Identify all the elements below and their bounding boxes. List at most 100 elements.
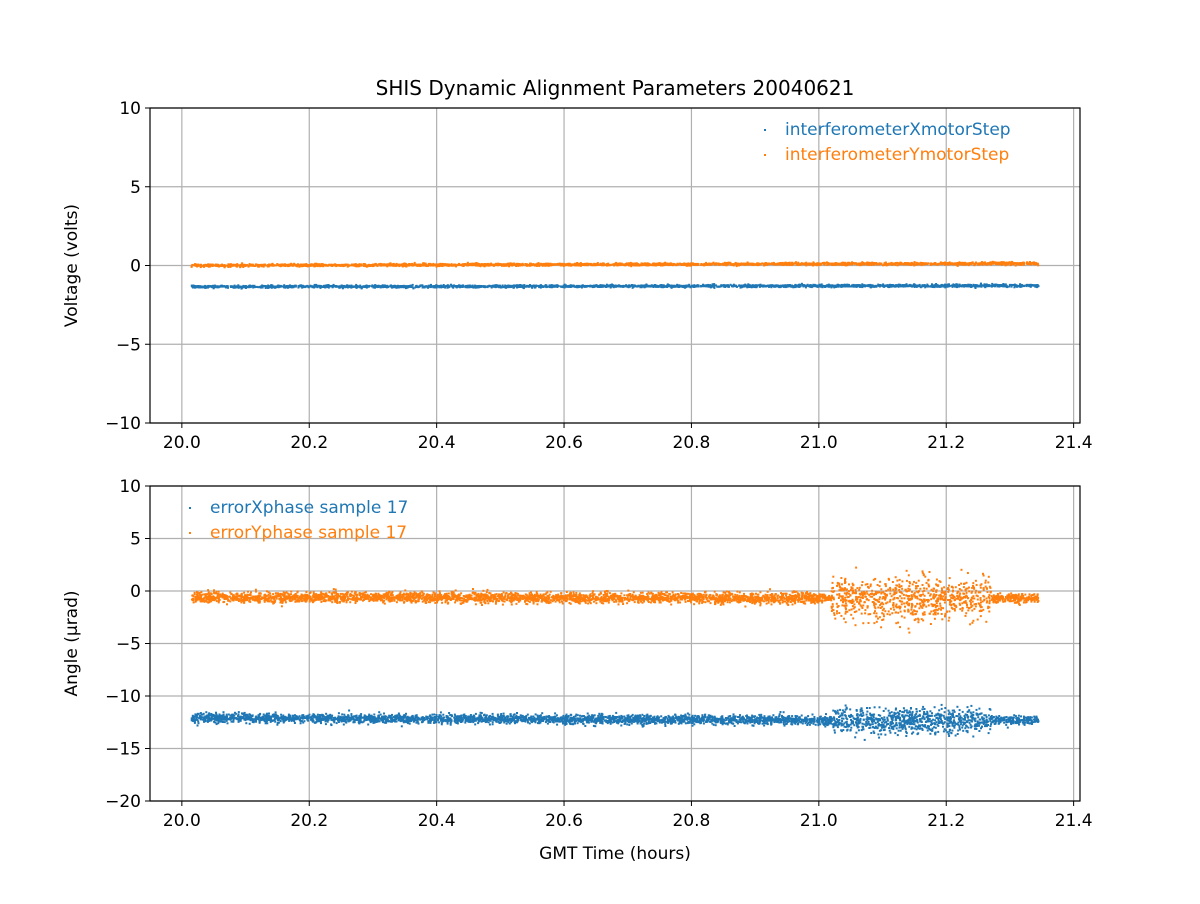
data-point	[590, 286, 592, 288]
data-point	[467, 262, 469, 264]
data-point	[220, 285, 222, 287]
data-point	[344, 286, 346, 288]
data-point	[420, 284, 422, 286]
data-point	[784, 286, 786, 288]
data-point	[644, 286, 646, 288]
data-point	[280, 264, 282, 266]
data-point	[427, 286, 429, 288]
data-point	[342, 287, 344, 289]
data-point	[204, 287, 206, 289]
data-point	[710, 263, 712, 265]
data-point	[799, 284, 801, 286]
data-point	[977, 263, 979, 265]
data-point	[991, 285, 993, 287]
data-point	[845, 284, 847, 286]
data-point	[813, 263, 815, 265]
data-point	[838, 264, 840, 266]
data-point	[608, 264, 610, 266]
data-point	[930, 264, 932, 266]
data-point	[838, 285, 840, 287]
data-point	[753, 285, 755, 287]
data-point	[289, 285, 291, 287]
data-point	[321, 263, 323, 265]
data-point	[956, 285, 958, 287]
data-point	[223, 265, 225, 267]
data-point	[300, 264, 302, 266]
data-point	[518, 263, 520, 265]
data-point	[364, 286, 366, 288]
data-point	[522, 263, 524, 265]
data-point	[475, 287, 477, 289]
data-point	[297, 264, 299, 266]
data-point	[677, 285, 679, 287]
data-point	[250, 286, 252, 288]
data-point	[577, 264, 579, 266]
data-point	[302, 285, 304, 287]
data-point	[312, 286, 314, 288]
data-point	[769, 263, 771, 265]
data-point	[244, 285, 246, 287]
data-point	[704, 264, 706, 266]
data-point	[433, 264, 435, 266]
data-point	[940, 284, 942, 286]
data-point	[628, 265, 630, 267]
data-point	[417, 286, 419, 288]
data-point	[618, 284, 620, 286]
data-point	[570, 285, 572, 287]
data-point	[864, 284, 866, 286]
data-point	[383, 263, 385, 265]
data-point	[616, 285, 618, 287]
data-point	[910, 285, 912, 287]
data-point	[624, 285, 626, 287]
data-point	[875, 262, 877, 264]
data-point	[949, 261, 951, 263]
data-point	[784, 263, 786, 265]
data-point	[488, 264, 490, 266]
data-point	[467, 285, 469, 287]
data-point	[308, 265, 310, 267]
data-point	[757, 262, 759, 264]
data-point	[867, 284, 869, 286]
data-point	[509, 264, 511, 266]
data-point	[1010, 263, 1012, 265]
data-point	[421, 264, 423, 266]
data-point	[593, 286, 595, 288]
data-point	[961, 285, 963, 287]
data-point	[901, 262, 903, 264]
data-point	[667, 284, 669, 286]
data-point	[975, 285, 977, 287]
data-point	[955, 286, 957, 288]
data-point	[430, 286, 432, 288]
data-point	[490, 285, 492, 287]
data-point	[267, 264, 269, 266]
data-point	[1002, 285, 1004, 287]
data-point	[878, 284, 880, 286]
data-point	[553, 263, 555, 265]
data-point	[746, 263, 748, 265]
data-point	[364, 265, 366, 267]
data-point	[346, 284, 348, 286]
data-point	[510, 286, 512, 288]
data-point	[898, 263, 900, 265]
data-point	[245, 264, 247, 266]
data-point	[571, 264, 573, 266]
data-point	[467, 264, 469, 266]
data-point	[475, 264, 477, 266]
data-point	[269, 285, 271, 287]
data-point	[795, 284, 797, 286]
data-point	[430, 264, 432, 266]
data-point	[716, 286, 718, 288]
data-point	[260, 286, 262, 288]
data-point	[983, 263, 985, 265]
data-point	[234, 286, 236, 288]
data-point	[531, 285, 533, 287]
data-point	[765, 263, 767, 265]
data-point	[271, 287, 273, 289]
data-point	[455, 264, 457, 266]
data-point	[1026, 284, 1028, 286]
data-point	[390, 286, 392, 288]
data-point	[206, 286, 208, 288]
data-point	[791, 285, 793, 287]
data-point	[265, 286, 267, 288]
